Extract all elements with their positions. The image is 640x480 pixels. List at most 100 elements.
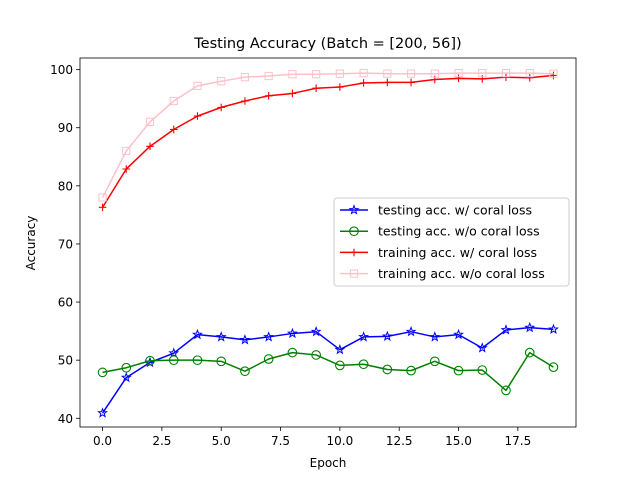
legend-marker: [349, 226, 359, 237]
data-point: [241, 97, 249, 105]
data-point: [359, 79, 368, 87]
data-point: [217, 77, 226, 86]
data-point: [548, 362, 559, 372]
x-tick-label: 0.0: [93, 434, 112, 448]
data-point: [383, 78, 392, 87]
data-point: [407, 78, 415, 87]
data-point: [239, 334, 251, 345]
data-point: [525, 69, 534, 78]
data-point: [406, 365, 416, 376]
data-point: [263, 354, 274, 364]
data-point: [193, 112, 202, 120]
legend-box: [333, 197, 570, 287]
chart-title: Testing Accuracy (Batch = [200, 56]): [193, 36, 461, 52]
data-point: [168, 355, 179, 366]
data-point: [263, 331, 275, 342]
legend-marker: [349, 269, 359, 278]
data-point: [454, 74, 463, 83]
data-point: [312, 84, 320, 93]
data-point: [501, 69, 511, 78]
data-point: [217, 103, 226, 112]
data-point: [216, 356, 227, 367]
legend-entry: training acc. w/o coral loss: [340, 266, 545, 281]
data-point: [97, 367, 108, 378]
legend-label: training acc. w/o coral loss: [378, 266, 545, 281]
data-point: [381, 330, 393, 341]
series-1: [97, 321, 559, 418]
data-point: [286, 327, 298, 339]
x-tick-label: 17.5: [504, 434, 531, 448]
y-tick-label: 50: [58, 354, 73, 368]
legend-entry: testing acc. w/o coral loss: [340, 224, 540, 239]
series-line: [101, 74, 554, 208]
series-layer: [97, 69, 559, 418]
data-point: [477, 365, 488, 375]
plot-frame: [79, 57, 577, 428]
series-3: [98, 71, 558, 212]
data-point: [98, 193, 107, 202]
legend-label: testing acc. w/ coral loss: [378, 203, 532, 218]
data-point: [406, 69, 416, 78]
data-point: [476, 342, 488, 353]
y-tick-label: 100: [50, 63, 73, 77]
data-point: [98, 203, 107, 212]
series-4: [98, 69, 558, 202]
data-point: [145, 355, 155, 366]
data-point: [549, 71, 558, 80]
data-point: [336, 83, 344, 91]
data-point: [120, 371, 132, 383]
legend-label: training acc. w/ coral loss: [378, 245, 537, 260]
data-point: [454, 69, 463, 78]
data-point: [146, 142, 154, 151]
data-point: [192, 328, 203, 340]
series-line: [101, 72, 554, 198]
x-tick-label: 5.0: [212, 434, 231, 448]
y-tick-label: 60: [58, 296, 73, 310]
y-tick-label: 70: [58, 237, 73, 251]
legend-entry: training acc. w/ coral loss: [340, 245, 537, 260]
data-point: [453, 365, 464, 376]
data-point: [288, 70, 297, 79]
data-point: [335, 69, 344, 78]
data-point: [382, 364, 393, 375]
x-tick-label: 2.5: [152, 434, 171, 448]
x-axis-label: Epoch: [310, 456, 347, 470]
data-point: [312, 70, 321, 79]
data-point: [192, 355, 203, 366]
y-tick-label: 80: [58, 179, 73, 193]
data-point: [500, 324, 512, 335]
legend-entry: testing acc. w/ coral loss: [340, 203, 532, 218]
data-point: [288, 89, 297, 98]
data-point: [287, 347, 298, 358]
y-tick-label: 40: [58, 412, 73, 426]
data-point: [453, 328, 464, 340]
data-point: [405, 325, 417, 337]
x-tick-label: 15.0: [445, 434, 472, 448]
data-point: [215, 331, 227, 342]
data-point: [524, 347, 535, 358]
data-point: [548, 323, 559, 335]
data-point: [169, 96, 178, 106]
data-point: [310, 325, 322, 337]
legend: testing acc. w/ coral loss testing acc. w…: [333, 197, 570, 287]
data-point: [122, 146, 131, 156]
data-point: [334, 343, 346, 355]
data-point: [240, 73, 250, 82]
data-point: [478, 69, 487, 78]
data-point: [429, 356, 440, 367]
data-point: [97, 407, 108, 418]
data-point: [240, 366, 250, 377]
data-point: [169, 125, 178, 134]
data-point: [358, 331, 370, 342]
data-point: [311, 350, 321, 360]
data-point: [264, 91, 273, 100]
data-point: [501, 385, 511, 396]
y-axis-label: Accuracy: [24, 216, 38, 271]
data-point: [430, 69, 439, 78]
data-point: [383, 69, 392, 78]
data-point: [335, 360, 345, 371]
legend-label: testing acc. w/o coral loss: [378, 224, 540, 239]
axes: 0.0 2.5 5.0 7.5 10.0 12.5 15.0 17.5 40 50 60 70 80 90…: [50, 63, 531, 448]
y-tick-label: 90: [58, 121, 73, 135]
